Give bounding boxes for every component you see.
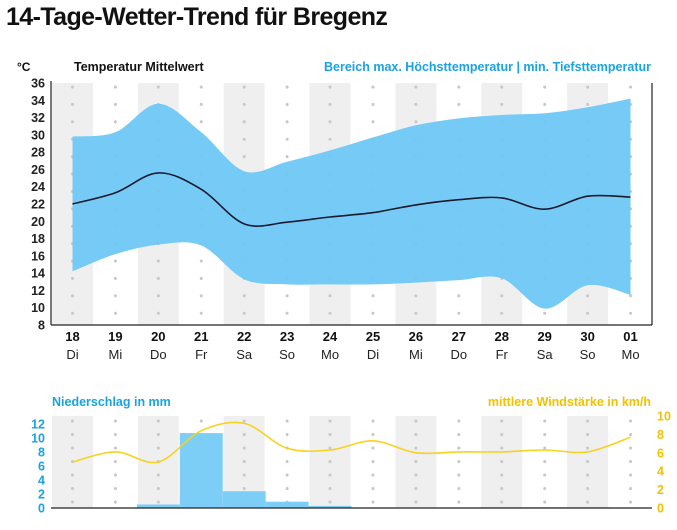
temp-y-tick-label: 30 <box>31 128 45 142</box>
x-weekday-label: Fr <box>496 347 509 362</box>
x-weekday-label: Fr <box>195 347 208 362</box>
precip-y-tick-label: 2 <box>38 488 45 502</box>
x-day-label: 26 <box>409 329 423 344</box>
temp-y-tick-label: 22 <box>31 198 45 212</box>
legend-mean-temperature: Temperatur Mittelwert <box>74 60 204 74</box>
x-weekday-label: So <box>279 347 295 362</box>
temp-y-tick-label: 26 <box>31 163 45 177</box>
x-day-label: 30 <box>580 329 594 344</box>
wind-y-tick-label: 4 <box>657 465 664 479</box>
precipitation-bar <box>222 491 266 508</box>
temp-y-tick-label: 36 <box>31 77 45 91</box>
wind-y-tick-label: 10 <box>657 410 671 424</box>
x-day-label: 18 <box>65 329 79 344</box>
temp-y-tick-label: 8 <box>38 319 45 333</box>
wind-speed-line <box>72 421 631 464</box>
chart-title: 14-Tage-Wetter-Trend für Bregenz <box>6 3 388 31</box>
legend-wind-speed: mittlere Windstärke in km/h <box>488 395 651 409</box>
precipitation-bar <box>265 501 309 508</box>
temp-y-tick-label: 34 <box>31 94 45 108</box>
x-weekday-label: Di <box>367 347 379 362</box>
x-weekday-label: Do <box>451 347 468 362</box>
precip-y-tick-label: 10 <box>31 432 45 446</box>
precip-y-tick-label: 12 <box>31 418 45 432</box>
temp-y-tick-label: 32 <box>31 111 45 125</box>
x-weekday-label: So <box>580 347 596 362</box>
precipitation-bar <box>136 504 180 508</box>
temperature-mean-line <box>72 172 631 227</box>
temp-y-tick-label: 24 <box>31 180 45 194</box>
temp-y-tick-label: 18 <box>31 232 45 246</box>
temp-y-tick-label: 16 <box>31 249 45 263</box>
x-weekday-label: Mo <box>622 347 640 362</box>
x-day-label: 23 <box>280 329 294 344</box>
temp-y-tick-label: 28 <box>31 146 45 160</box>
x-day-label: 20 <box>151 329 165 344</box>
temp-y-tick-label: 20 <box>31 215 45 229</box>
x-day-label: 01 <box>623 329 637 344</box>
x-weekday-label: Sa <box>236 347 253 362</box>
precipitation-bar <box>308 505 352 508</box>
x-day-label: 24 <box>323 329 338 344</box>
x-weekday-label: Mi <box>109 347 123 362</box>
x-day-label: 19 <box>108 329 122 344</box>
x-weekday-label: Di <box>66 347 78 362</box>
temp-y-tick-label: 10 <box>31 301 45 315</box>
x-day-label: 21 <box>194 329 208 344</box>
precip-y-tick-label: 6 <box>38 460 45 474</box>
temp-y-tick-label: 12 <box>31 284 45 298</box>
x-day-label: 29 <box>537 329 551 344</box>
temp-y-tick-label: 14 <box>31 267 45 281</box>
precip-y-tick-label: 0 <box>38 502 45 516</box>
legend-temperature-range: Bereich max. Höchsttemperatur | min. Tie… <box>324 60 651 74</box>
x-day-label: 25 <box>366 329 380 344</box>
temperature-range-area <box>72 98 631 309</box>
precip-y-tick-label: 4 <box>38 474 45 488</box>
x-weekday-label: Mi <box>409 347 423 362</box>
wind-y-tick-label: 2 <box>657 483 664 497</box>
x-day-label: 27 <box>452 329 466 344</box>
wind-y-tick-label: 0 <box>657 502 664 516</box>
precipitation-bar <box>179 433 223 508</box>
x-weekday-label: Do <box>150 347 167 362</box>
x-day-label: 28 <box>495 329 509 344</box>
wind-y-tick-label: 8 <box>657 428 664 442</box>
legend-precipitation: Niederschlag in mm <box>52 395 171 409</box>
x-weekday-label: Sa <box>537 347 554 362</box>
precip-y-tick-label: 8 <box>38 446 45 460</box>
x-day-label: 22 <box>237 329 251 344</box>
temp-y-unit: °C <box>17 60 31 74</box>
wind-y-tick-label: 6 <box>657 446 664 460</box>
x-weekday-label: Mo <box>321 347 339 362</box>
